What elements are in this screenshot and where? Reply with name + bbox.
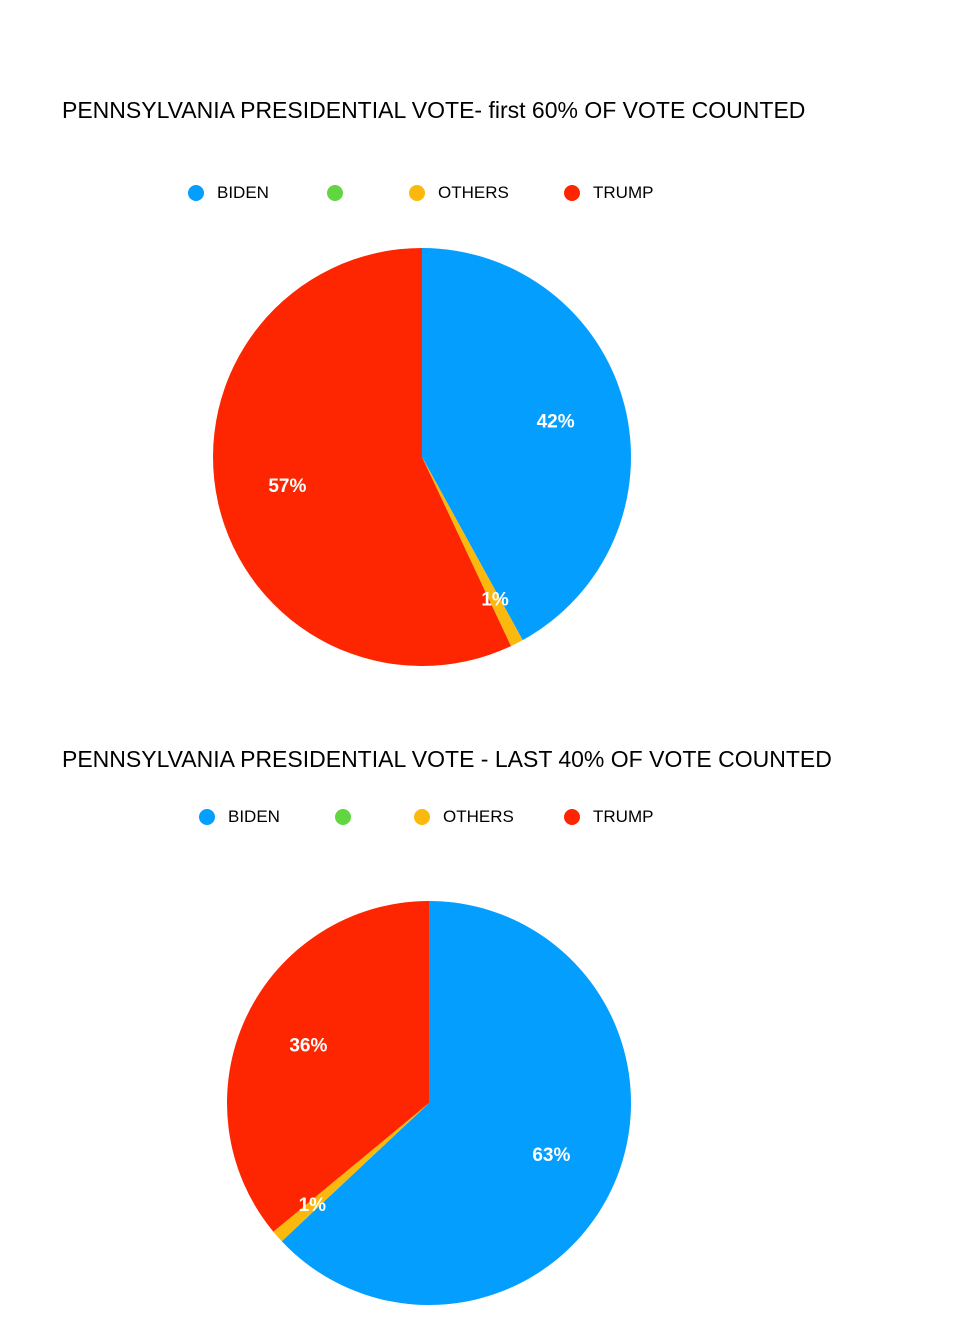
legend-label-others: OTHERS (438, 183, 509, 202)
legend-item-trump: TRUMP (564, 181, 653, 205)
legend-label-others: OTHERS (443, 807, 514, 826)
pie-slice-trump (212, 248, 511, 667)
legend-swatch-others (414, 809, 430, 825)
pie-chart-first-60: PENNSYLVANIA PRESIDENTIAL VOTE- first 60… (62, 97, 806, 667)
pie-slice-others (273, 1103, 429, 1242)
pie-slice-trump (226, 901, 429, 1232)
legend-item-unlabeled (335, 805, 364, 829)
legend-swatch-unlabeled (327, 185, 343, 201)
legend-swatch-unlabeled (335, 809, 351, 825)
pie-slice-biden (281, 901, 632, 1305)
legend-label-trump: TRUMP (593, 183, 654, 202)
chart-title: PENNSYLVANIA PRESIDENTIAL VOTE- first 60… (62, 97, 806, 123)
legend-swatch-trump (564, 185, 580, 201)
legend-swatch-biden (199, 809, 215, 825)
legend-item-others: OTHERS (414, 805, 514, 829)
pie-plot: 42% 1% 57% (212, 248, 631, 667)
legend-item-trump: TRUMP (564, 805, 653, 829)
legend-label-biden: BIDEN (228, 807, 280, 826)
data-label-others: 1% (299, 1195, 327, 1216)
pie-plot: 63% 1% 36% (226, 901, 632, 1305)
legend-item-biden: BIDEN (188, 181, 269, 205)
data-label-biden: 42% (537, 412, 575, 433)
data-label-trump: 36% (289, 1035, 327, 1056)
pie-slice-others (422, 457, 523, 647)
data-label-trump: 57% (268, 476, 306, 497)
legend-item-others: OTHERS (409, 181, 509, 205)
pie-chart-last-40: PENNSYLVANIA PRESIDENTIAL VOTE - LAST 40… (0, 700, 964, 1338)
legend-swatch-biden (188, 185, 204, 201)
legend-swatch-trump (564, 809, 580, 825)
legend-item-unlabeled (327, 181, 356, 205)
data-label-biden: 63% (532, 1145, 570, 1166)
chart-title: PENNSYLVANIA PRESIDENTIAL VOTE - LAST 40… (62, 746, 832, 772)
legend-item-biden: BIDEN (199, 805, 280, 829)
legend-label-biden: BIDEN (217, 183, 269, 202)
data-label-others: 1% (481, 589, 509, 610)
legend-swatch-others (409, 185, 425, 201)
legend-label-trump: TRUMP (593, 807, 654, 826)
pie-slice-biden (422, 248, 631, 641)
